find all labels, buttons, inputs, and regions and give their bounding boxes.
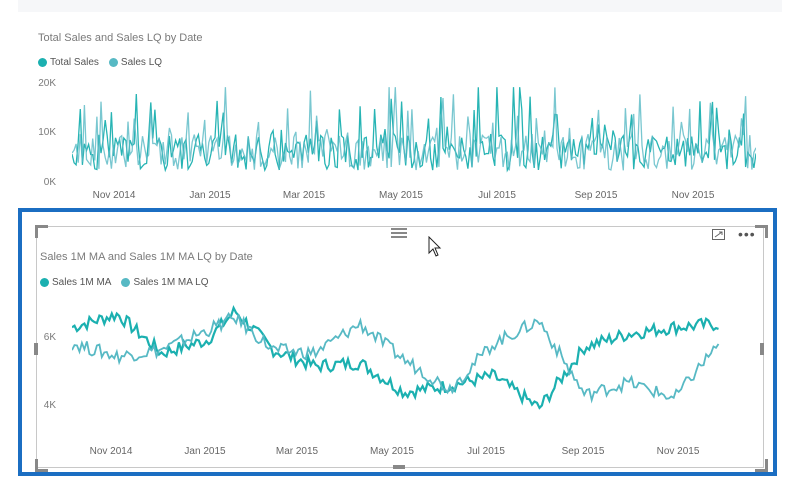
x-tick-label: Nov 2014 <box>89 446 133 457</box>
legend-label: Sales 1M MA LQ <box>133 277 209 288</box>
top-chart-legend: Total Sales Sales LQ <box>38 57 172 68</box>
drag-handle-icon[interactable] <box>391 228 407 238</box>
selected-visual-frame <box>18 208 777 476</box>
resize-handle-bottom-right[interactable] <box>755 459 768 472</box>
more-options-icon[interactable]: ••• <box>738 226 756 242</box>
x-tick-label: May 2015 <box>379 190 423 201</box>
legend-dot-icon <box>38 58 47 67</box>
legend-dot-icon <box>121 278 131 287</box>
bottom-chart-title: Sales 1M MA and Sales 1M MA LQ by Date <box>40 251 253 263</box>
series-line-sales-lq[interactable] <box>72 87 756 171</box>
bottom-chart-legend: Sales 1M MA Sales 1M MA LQ <box>40 277 219 288</box>
legend-item-sales-lq[interactable]: Sales LQ <box>108 57 163 68</box>
legend-item-sales-1m-ma-lq[interactable]: Sales 1M MA LQ <box>121 277 209 288</box>
legend-label: Sales LQ <box>120 57 163 68</box>
mouse-cursor-icon <box>428 236 442 257</box>
y-tick-label: 4K <box>43 400 56 411</box>
x-tick-label: Nov 2015 <box>671 190 715 201</box>
resize-handle-left[interactable] <box>34 343 38 355</box>
x-tick-label: Jan 2015 <box>184 446 226 457</box>
legend-dot-icon <box>108 58 118 67</box>
x-tick-label: Nov 2014 <box>92 190 136 201</box>
resize-handle-top-left[interactable] <box>35 225 48 238</box>
x-tick-label: Jul 2015 <box>467 446 505 457</box>
y-tick-label: 6K <box>43 332 56 343</box>
resize-handle-bottom-left[interactable] <box>35 459 48 472</box>
legend-dot-icon <box>40 278 49 287</box>
bottom-line-chart[interactable] <box>72 298 742 418</box>
y-tick-label: 20K <box>38 78 56 89</box>
top-chart-title: Total Sales and Sales LQ by Date <box>38 32 203 44</box>
resize-handle-top-right[interactable] <box>755 225 768 238</box>
x-tick-label: Jan 2015 <box>189 190 231 201</box>
x-tick-label: May 2015 <box>370 446 414 457</box>
x-tick-label: Nov 2015 <box>656 446 700 457</box>
resize-handle-right[interactable] <box>760 343 764 355</box>
x-tick-label: Mar 2015 <box>275 446 319 457</box>
y-tick-label: 0K <box>43 177 56 188</box>
x-tick-label: Sep 2015 <box>561 446 605 457</box>
legend-item-sales-1m-ma[interactable]: Sales 1M MA <box>40 277 111 288</box>
focus-mode-icon[interactable] <box>712 229 725 240</box>
series-line-sales-1m-ma-lq[interactable] <box>72 311 720 404</box>
x-tick-label: Jul 2015 <box>478 190 516 201</box>
legend-label: Sales 1M MA <box>52 277 112 288</box>
y-tick-label: 10K <box>38 127 56 138</box>
legend-label: Total Sales <box>50 57 99 68</box>
x-tick-label: Mar 2015 <box>282 190 326 201</box>
series-line-sales-1m-ma[interactable] <box>72 305 719 410</box>
resize-handle-bottom[interactable] <box>393 465 405 469</box>
legend-item-total-sales[interactable]: Total Sales <box>38 57 99 68</box>
x-tick-label: Sep 2015 <box>574 190 618 201</box>
top-line-chart[interactable] <box>72 82 756 186</box>
page-header-strip <box>18 0 782 12</box>
